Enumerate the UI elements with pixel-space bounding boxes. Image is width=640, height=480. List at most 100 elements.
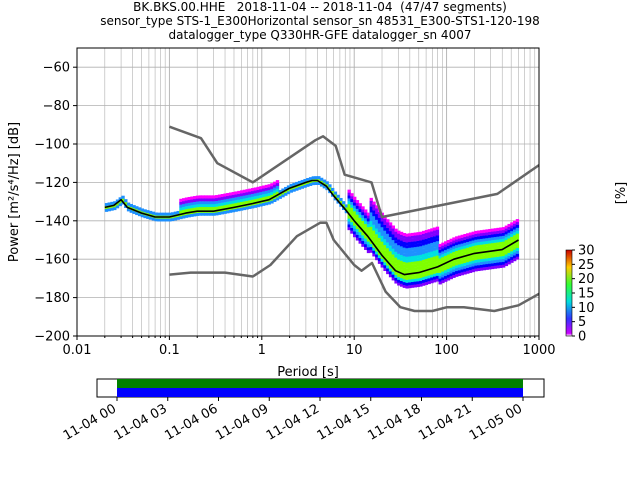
density-cell — [460, 240, 464, 244]
density-cell — [463, 233, 467, 238]
density-cell — [488, 252, 492, 256]
density-cell — [421, 268, 426, 272]
density-cell — [488, 240, 492, 244]
density-cell — [463, 265, 467, 269]
density-cell — [510, 256, 514, 260]
density-cell — [399, 280, 404, 284]
density-cell — [289, 183, 293, 187]
density-cell — [405, 271, 409, 275]
density-cell — [388, 268, 393, 272]
density-cell — [361, 232, 365, 236]
density-cell — [380, 261, 384, 265]
density-cell — [364, 223, 368, 227]
density-cell — [198, 212, 202, 216]
y-tick-label: −120 — [34, 176, 70, 191]
density-cell — [474, 256, 478, 260]
density-cell — [220, 194, 225, 198]
density-cell — [419, 272, 423, 276]
density-cell — [424, 258, 429, 262]
density-cell — [383, 262, 387, 266]
density-cell — [322, 185, 327, 189]
density-cell — [441, 248, 445, 252]
density-cell — [107, 202, 111, 206]
density-cell — [408, 233, 412, 237]
density-cell — [424, 270, 429, 274]
density-cell — [477, 242, 481, 246]
density-cell — [444, 267, 448, 271]
density-cell — [430, 239, 434, 243]
density-cell — [391, 268, 395, 272]
density-cell — [482, 267, 487, 271]
density-cell — [209, 198, 213, 202]
density-cell — [499, 230, 503, 234]
density-cell — [187, 202, 191, 206]
density-cell — [501, 261, 506, 265]
density-cell — [413, 264, 418, 268]
density-cell — [457, 247, 462, 251]
density-cell — [215, 212, 219, 216]
density-cell — [204, 201, 208, 205]
density-cell — [206, 201, 211, 205]
density-cell — [267, 192, 271, 196]
colorbar-tick-label: 15 — [578, 287, 595, 302]
density-cell — [355, 202, 360, 206]
density-cell — [460, 243, 464, 247]
density-cell — [427, 237, 431, 241]
density-cell — [430, 251, 434, 255]
density-cell — [512, 243, 517, 247]
colorbar-tick-label: 20 — [578, 272, 595, 287]
density-cell — [510, 259, 514, 263]
density-cell — [479, 244, 484, 248]
density-cell — [408, 279, 412, 283]
density-cell — [369, 218, 373, 222]
density-cell — [372, 230, 376, 234]
density-cell — [402, 244, 407, 248]
chart-title-line-3: datalogger_type Q330HR-GFE datalogger_sn… — [168, 28, 472, 42]
density-cell — [353, 208, 357, 212]
density-cell — [275, 185, 280, 189]
density-cell — [479, 233, 484, 237]
density-cell — [449, 270, 453, 274]
density-cell — [510, 251, 514, 255]
density-cell — [408, 267, 412, 271]
density-cell — [364, 218, 368, 222]
density-cell — [242, 192, 247, 196]
density-cell — [195, 212, 200, 216]
density-cell — [435, 235, 440, 239]
density-cell — [416, 252, 420, 256]
colorbar-tick-label: 0 — [578, 330, 586, 345]
density-cell — [259, 186, 263, 190]
density-cell — [430, 236, 434, 241]
density-cell — [391, 239, 395, 243]
density-cell — [347, 227, 351, 231]
density-cell — [388, 236, 393, 240]
density-cell — [347, 189, 351, 193]
density-cell — [485, 255, 489, 259]
density-cell — [419, 237, 423, 241]
density-cell — [369, 235, 373, 239]
density-cell — [496, 227, 500, 231]
density-cell — [377, 223, 382, 227]
density-cell — [419, 234, 423, 238]
density-cell — [410, 284, 415, 288]
density-cell — [410, 261, 415, 265]
density-cell — [278, 192, 282, 197]
density-cell — [444, 275, 448, 279]
density-cell — [361, 209, 365, 213]
density-cell — [184, 197, 189, 201]
chart-title-line-1: BK.BKS.00.HHE 2018-11-04 -- 2018-11-04 (… — [133, 0, 507, 14]
density-cell — [124, 202, 128, 206]
density-cell — [353, 211, 357, 215]
density-cell — [110, 201, 114, 205]
density-cell — [435, 269, 440, 273]
density-cell — [380, 247, 384, 251]
density-cell — [330, 190, 335, 194]
density-cell — [419, 280, 423, 284]
density-cell — [394, 266, 398, 270]
density-cell — [460, 237, 464, 241]
density-cell — [377, 237, 382, 241]
density-cell — [430, 257, 434, 261]
density-cell — [413, 255, 418, 259]
density-cell — [427, 240, 431, 244]
density-cell — [217, 194, 222, 198]
